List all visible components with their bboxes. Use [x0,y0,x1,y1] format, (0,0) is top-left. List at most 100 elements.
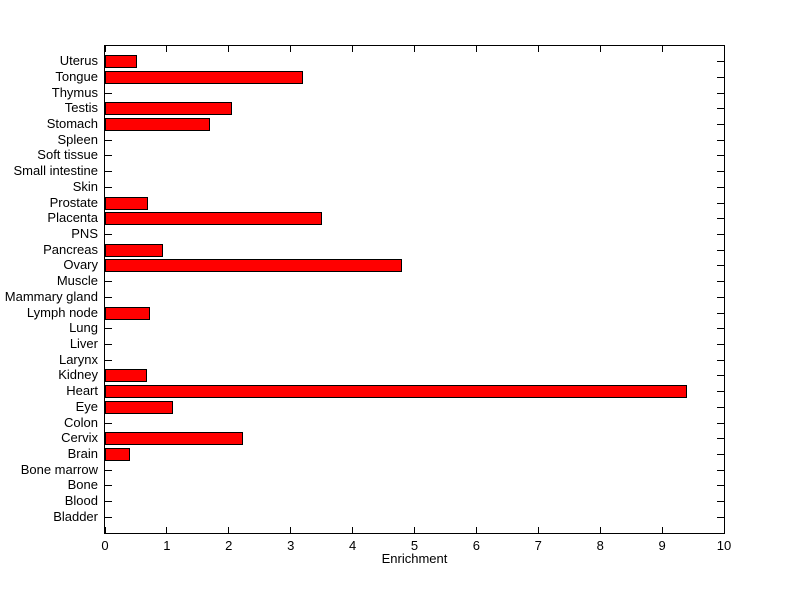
x-tick-label: 6 [472,538,480,553]
x-tick-label: 9 [658,538,666,553]
x-tick-mark-top [661,46,663,52]
y-tick-mark-right [717,343,724,345]
y-tick-mark-right [717,139,724,141]
x-tick-label: 2 [225,538,233,553]
y-tick-mark-left [105,186,112,188]
bar-tongue [105,70,303,84]
y-tick-label: Thymus [51,84,98,100]
x-tick-mark-top [166,46,168,52]
bar-brain [105,447,130,461]
y-tick-mark-right [717,485,724,487]
x-tick-mark-bottom [166,527,168,533]
bar-testis [105,102,232,116]
y-tick-mark-left [105,155,112,157]
y-tick-label: Kidney [58,367,98,383]
y-tick-mark-left [105,343,112,345]
bar-prostate [105,196,148,210]
y-tick-label: Testis [64,100,98,116]
x-tick-mark-bottom [290,527,292,533]
x-tick-label: 5 [410,538,419,553]
x-tick-mark-top [414,46,415,52]
bar-stomach [105,118,210,132]
y-tick-mark-right [717,391,724,393]
bar-heart [105,385,687,399]
y-tick-mark-right [717,501,724,503]
y-tick-mark-left [105,234,112,236]
y-tick-mark-left [105,359,112,361]
x-tick-mark-top [537,46,539,52]
x-tick-label: 0 [101,538,109,553]
x-tick-label: 7 [534,538,542,553]
y-tick-mark-left [105,281,112,283]
y-tick-mark-right [717,171,724,173]
x-tick-mark-bottom [352,527,354,533]
y-tick-label: Muscle [56,273,98,289]
x-tick-mark-bottom [599,527,601,533]
y-tick-mark-right [717,281,724,283]
y-tick-label: Pancreas [43,241,98,257]
x-tick-mark-top [290,46,292,52]
y-tick-mark-right [717,438,724,440]
bar-kidney [105,369,147,383]
plot-area [104,45,725,534]
y-tick-mark-right [717,249,724,251]
x-tick-mark-top [104,46,106,52]
y-tick-mark-left [105,501,112,503]
y-tick-label: Skin [72,178,98,194]
x-tick-mark-bottom [104,527,106,533]
y-tick-mark-left [105,422,112,424]
y-tick-mark-right [717,265,724,267]
x-tick-mark-top [352,46,354,52]
y-tick-mark-right [717,202,724,204]
y-tick-mark-left [105,171,112,173]
bar-pancreas [105,243,163,257]
y-tick-label: Blood [64,493,98,509]
y-tick-label: Ovary [63,257,98,273]
bar-placenta [105,212,322,226]
y-tick-label: Cervix [61,430,98,446]
y-tick-mark-left [105,516,112,518]
y-tick-mark-left [105,328,112,330]
y-tick-label: Bone [67,477,98,493]
y-tick-label: Lung [69,320,98,336]
y-tick-label: Brain [67,445,98,461]
y-tick-label: PNS [71,226,98,242]
x-tick-mark-top [723,46,725,52]
y-tick-mark-right [717,61,724,63]
y-tick-label: Spleen [57,131,98,147]
y-tick-label: Colon [64,414,98,430]
y-tick-label: Larynx [58,351,98,367]
y-tick-label: Bladder [53,508,98,524]
y-tick-mark-right [717,422,724,424]
x-tick-mark-bottom [723,527,725,533]
x-tick-mark-bottom [537,527,539,533]
x-tick-mark-top [228,46,230,52]
y-tick-mark-right [717,155,724,157]
y-tick-label: Prostate [49,194,98,210]
x-tick-mark-bottom [414,527,415,533]
y-tick-mark-right [717,124,724,126]
y-tick-label: Uterus [59,53,98,69]
x-tick-mark-bottom [661,527,663,533]
x-tick-label: 4 [348,538,357,553]
x-tick-mark-top [599,46,601,52]
y-tick-mark-right [717,359,724,361]
y-tick-label: Bone marrow [20,461,98,477]
y-tick-label: Small intestine [13,163,98,179]
y-tick-label: Mammary gland [4,288,98,304]
bar-cervix [105,432,243,446]
y-tick-mark-right [717,218,724,220]
y-tick-mark-right [717,296,724,298]
x-tick-label: 10 [716,538,732,553]
x-tick-mark-bottom [475,527,477,533]
y-tick-label: Heart [66,383,98,399]
y-tick-label: Placenta [47,210,98,226]
y-tick-label: Eye [75,398,98,414]
bar-ovary [105,259,402,273]
y-tick-mark-right [717,328,724,330]
y-tick-mark-left [105,485,112,487]
y-tick-mark-left [105,296,112,298]
x-tick-mark-top [475,46,477,52]
y-tick-mark-right [717,375,724,377]
